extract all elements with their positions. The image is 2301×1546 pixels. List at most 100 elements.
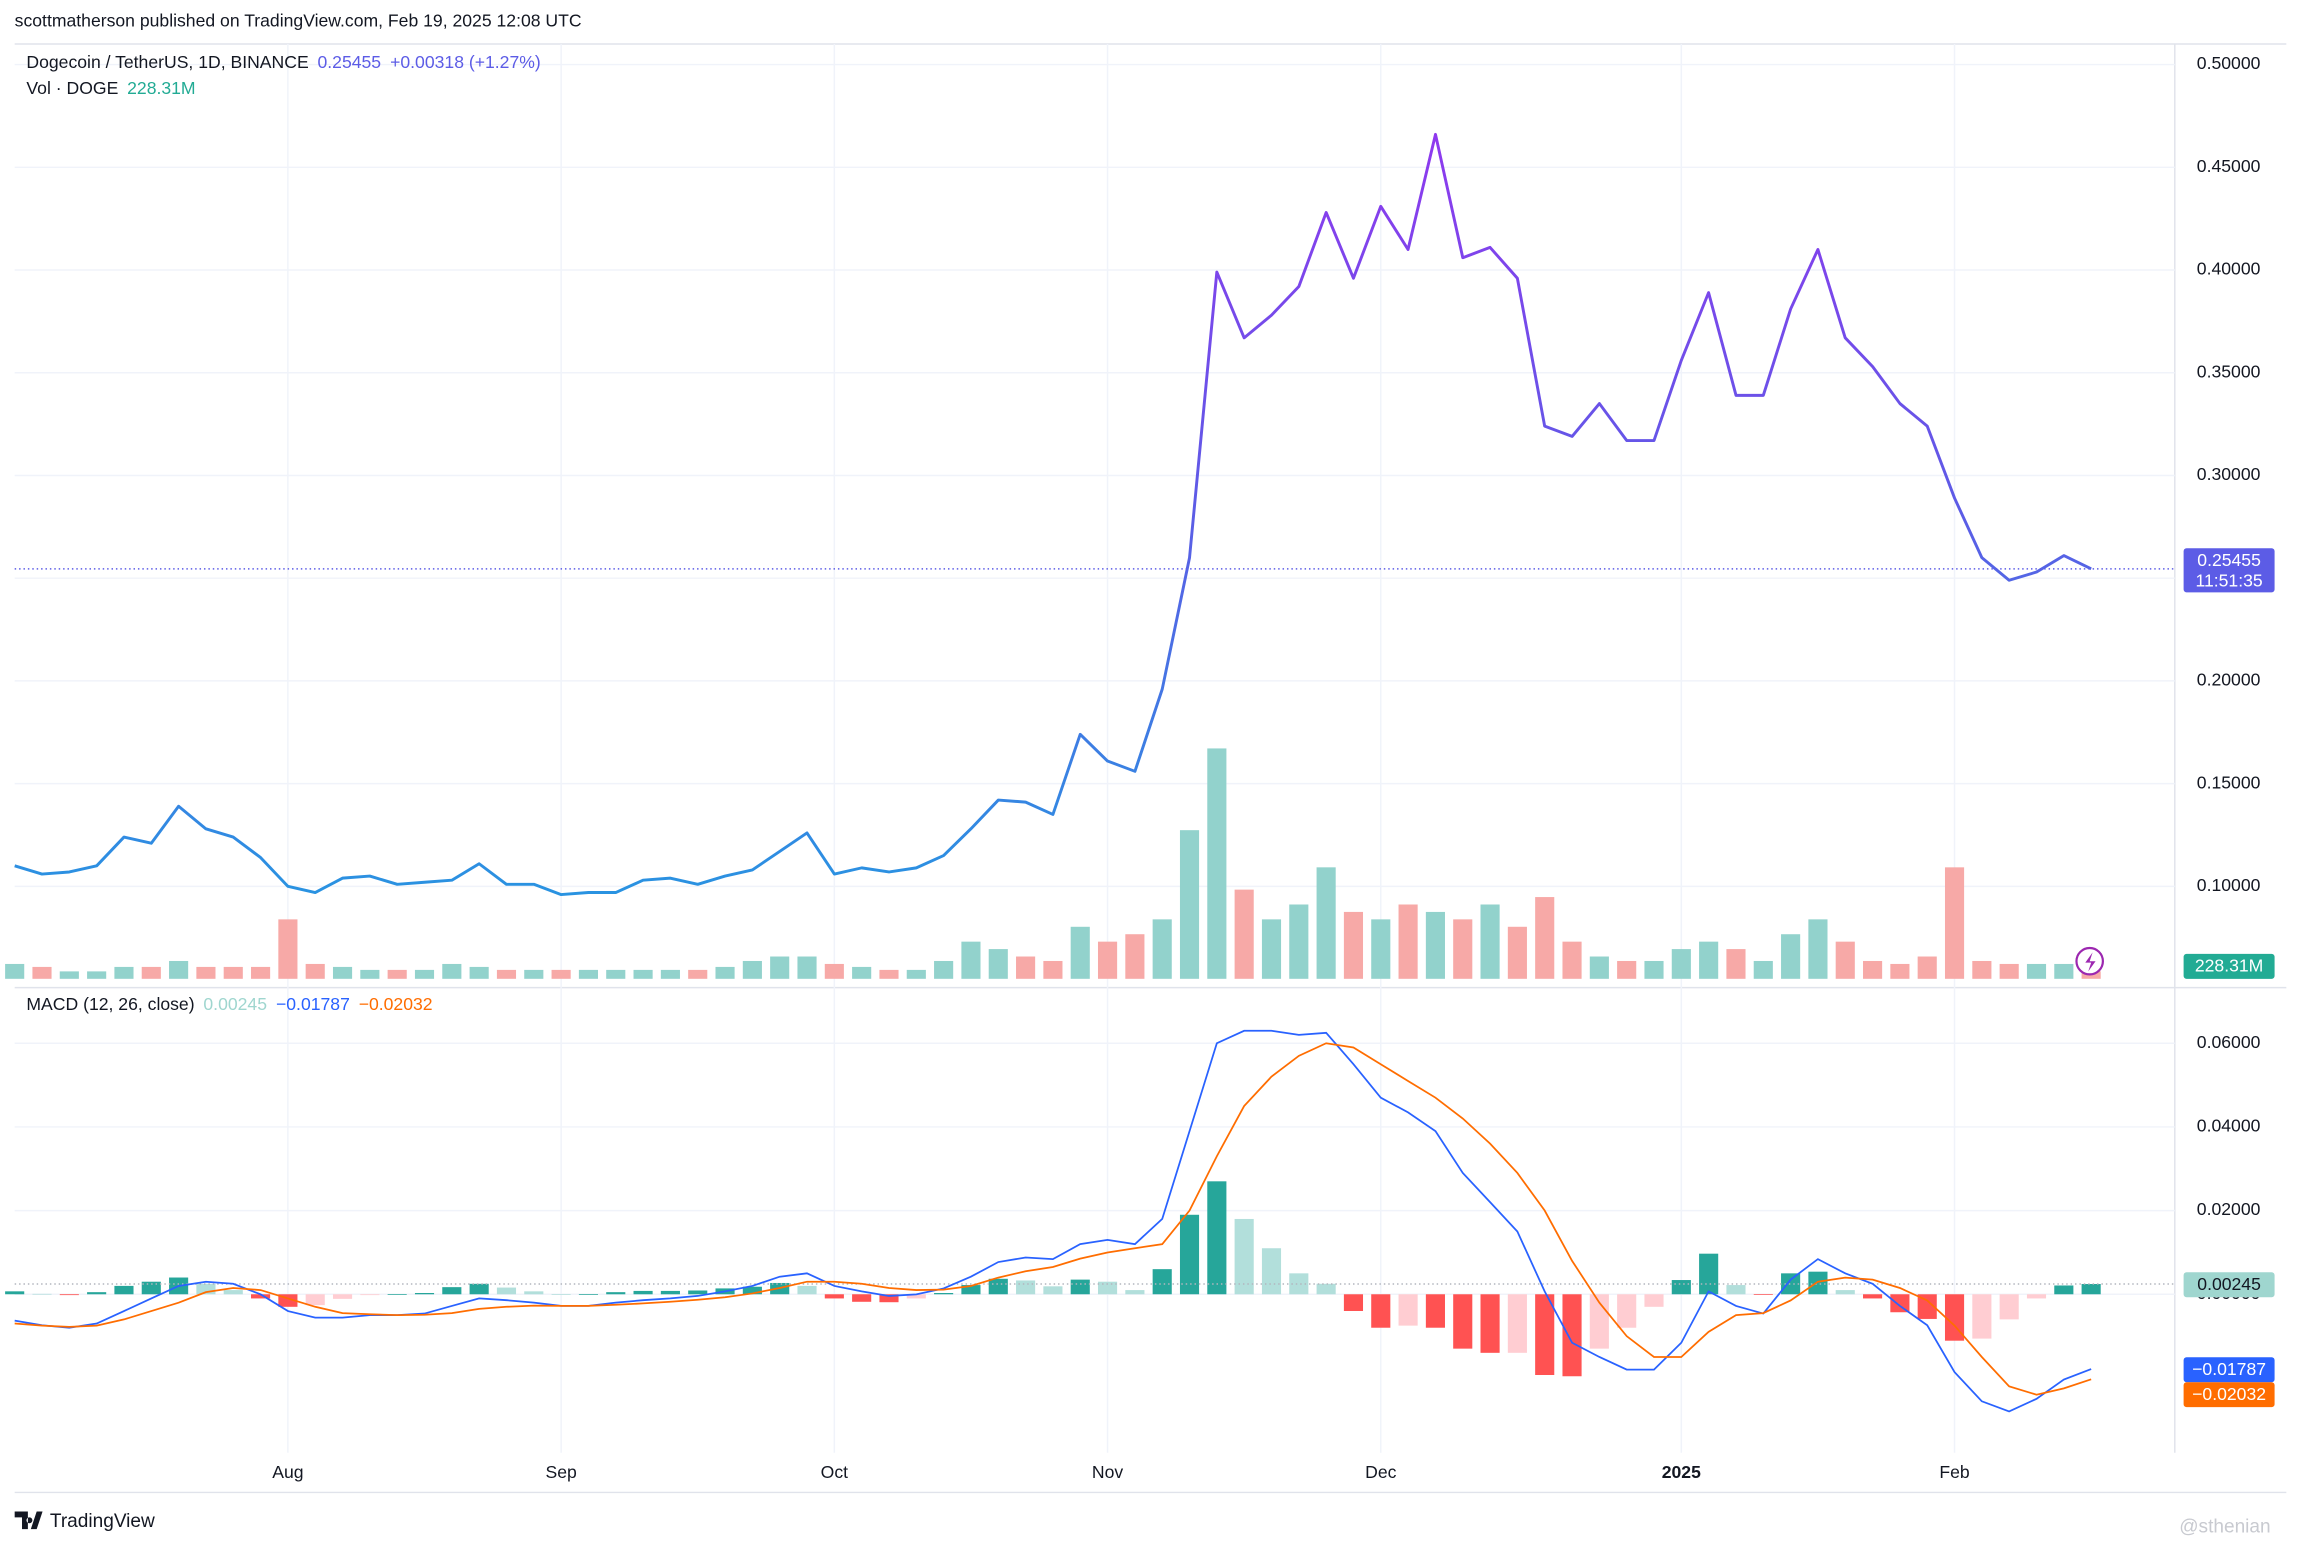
volume-bar xyxy=(852,966,872,979)
volume-bar xyxy=(1535,897,1555,979)
macd-histogram-bar xyxy=(1835,1290,1855,1295)
macd-histogram-bar xyxy=(496,1287,517,1295)
y-tick-label: 0.10000 xyxy=(2197,875,2261,895)
macd-histogram-bar xyxy=(1179,1214,1200,1295)
x-tick-label: 2025 xyxy=(1662,1462,1701,1482)
volume-bar xyxy=(1453,919,1473,979)
macd-histogram-bar xyxy=(1043,1286,1063,1295)
volume-bar xyxy=(1043,960,1063,979)
volume-bar xyxy=(1097,941,1118,979)
macd-legend-macd: −0.01787 xyxy=(276,994,350,1014)
volume-bar xyxy=(1152,919,1172,979)
x-tick-label: Feb xyxy=(1939,1462,1970,1482)
volume-bar xyxy=(715,966,735,979)
macd-histogram-bar xyxy=(1781,1273,1801,1295)
price-legend-title: Dogecoin / TetherUS, 1D, BINANCE xyxy=(26,52,308,72)
price xyxy=(14,132,2175,897)
volume-bar xyxy=(251,966,271,979)
macd-histogram-bar xyxy=(988,1278,1008,1295)
volume-bar xyxy=(1234,889,1254,979)
volume-bar xyxy=(2026,963,2047,979)
volume-bar xyxy=(414,969,435,979)
volume-bar xyxy=(688,969,708,979)
price-line xyxy=(14,132,2092,897)
macd-histogram-bar xyxy=(1480,1294,1500,1353)
volume-bar xyxy=(1398,904,1418,979)
macd-histogram-bar xyxy=(1808,1271,1828,1295)
macd-histogram-bar xyxy=(1890,1294,1910,1313)
macd-legend-title: MACD (12, 26, close) xyxy=(26,994,194,1014)
y-tick-label: 0.45000 xyxy=(2197,156,2261,176)
macd-histogram-bar xyxy=(251,1294,271,1299)
volume-bar xyxy=(496,969,517,979)
volume-bar xyxy=(360,969,380,979)
macd-histogram-bar xyxy=(578,1294,599,1295)
macd-histogram-bar xyxy=(1644,1294,1664,1307)
macd-histogram-bar xyxy=(332,1294,353,1299)
macd-line xyxy=(14,1029,2092,1413)
macd-histogram-bar xyxy=(551,1294,571,1295)
x-tick-label: Sep xyxy=(545,1462,577,1482)
volume-bar xyxy=(1944,867,1965,979)
volume-bar xyxy=(524,969,544,979)
x-tick-label: Nov xyxy=(1092,1462,1123,1482)
macd-value-label: −0.02032 xyxy=(2192,1384,2266,1404)
volume-bar xyxy=(332,966,353,979)
macd-histogram-bar xyxy=(1097,1281,1118,1295)
macd-histogram-bar xyxy=(141,1281,161,1295)
y-tick-label: 0.30000 xyxy=(2197,464,2261,484)
macd-histogram-bar xyxy=(114,1285,134,1295)
volume-bar xyxy=(1289,904,1309,979)
volume-legend-title: Vol · DOGE xyxy=(26,78,118,98)
volume-bar xyxy=(278,919,298,979)
macd-histogram-bar xyxy=(906,1294,926,1299)
volume-bar xyxy=(141,966,161,979)
macd-histogram-bar xyxy=(1016,1280,1036,1295)
volume-bar xyxy=(742,960,762,979)
macd-histogram-bar xyxy=(660,1290,680,1295)
macd-histogram-bar xyxy=(5,1291,25,1295)
volume-bar xyxy=(305,963,325,979)
macd-histogram-bar xyxy=(1972,1294,1992,1339)
volume-bar xyxy=(1343,911,1364,979)
macd-histogram-bar xyxy=(2054,1285,2074,1295)
macd-tick-label: 0.04000 xyxy=(2197,1116,2261,1136)
volume-bar xyxy=(1753,960,1773,979)
watermark: @sthenian xyxy=(2179,1517,2270,1538)
last-price-label: 0.25455 xyxy=(2197,550,2261,570)
macd-histogram-bar xyxy=(59,1294,79,1296)
macd-histogram-bar xyxy=(1070,1279,1090,1295)
y-tick-label: 0.20000 xyxy=(2197,670,2261,690)
macd-histogram-bar xyxy=(1152,1269,1172,1295)
volume-bar xyxy=(1781,934,1801,979)
macd-histogram-bar xyxy=(1261,1248,1282,1295)
macd-histogram-bar xyxy=(1999,1294,2019,1320)
volume-bar xyxy=(1371,919,1391,979)
x-tick-label: Aug xyxy=(272,1462,303,1482)
volume-bar xyxy=(114,966,134,979)
last-price-box xyxy=(2183,548,2275,593)
volume-bar xyxy=(961,941,981,979)
y-tick-label: 0.50000 xyxy=(2197,53,2261,73)
volume-bar xyxy=(1589,956,1609,979)
volume-bar xyxy=(934,960,954,979)
macd-histogram-bar xyxy=(688,1290,708,1295)
volume-box xyxy=(2183,953,2275,979)
volume-bar xyxy=(1644,960,1664,979)
macd-line xyxy=(14,1042,2092,1396)
volume-bar xyxy=(797,956,817,979)
volume-bar xyxy=(5,963,25,979)
macd-histogram-bar xyxy=(524,1291,544,1295)
macd-histogram-bar xyxy=(1699,1253,1719,1295)
volume-bar xyxy=(988,949,1008,979)
volume-box-label: 228.31M xyxy=(2195,956,2263,976)
macd-histogram-bar xyxy=(360,1294,380,1296)
volume-bar xyxy=(1179,830,1200,979)
alert-bolt xyxy=(2085,952,2096,972)
macd-histogram-bar xyxy=(1535,1294,1555,1375)
volume-bar xyxy=(1016,956,1036,979)
macd-histogram-bar xyxy=(1753,1294,1773,1295)
macd-histogram-bar xyxy=(1343,1294,1364,1311)
